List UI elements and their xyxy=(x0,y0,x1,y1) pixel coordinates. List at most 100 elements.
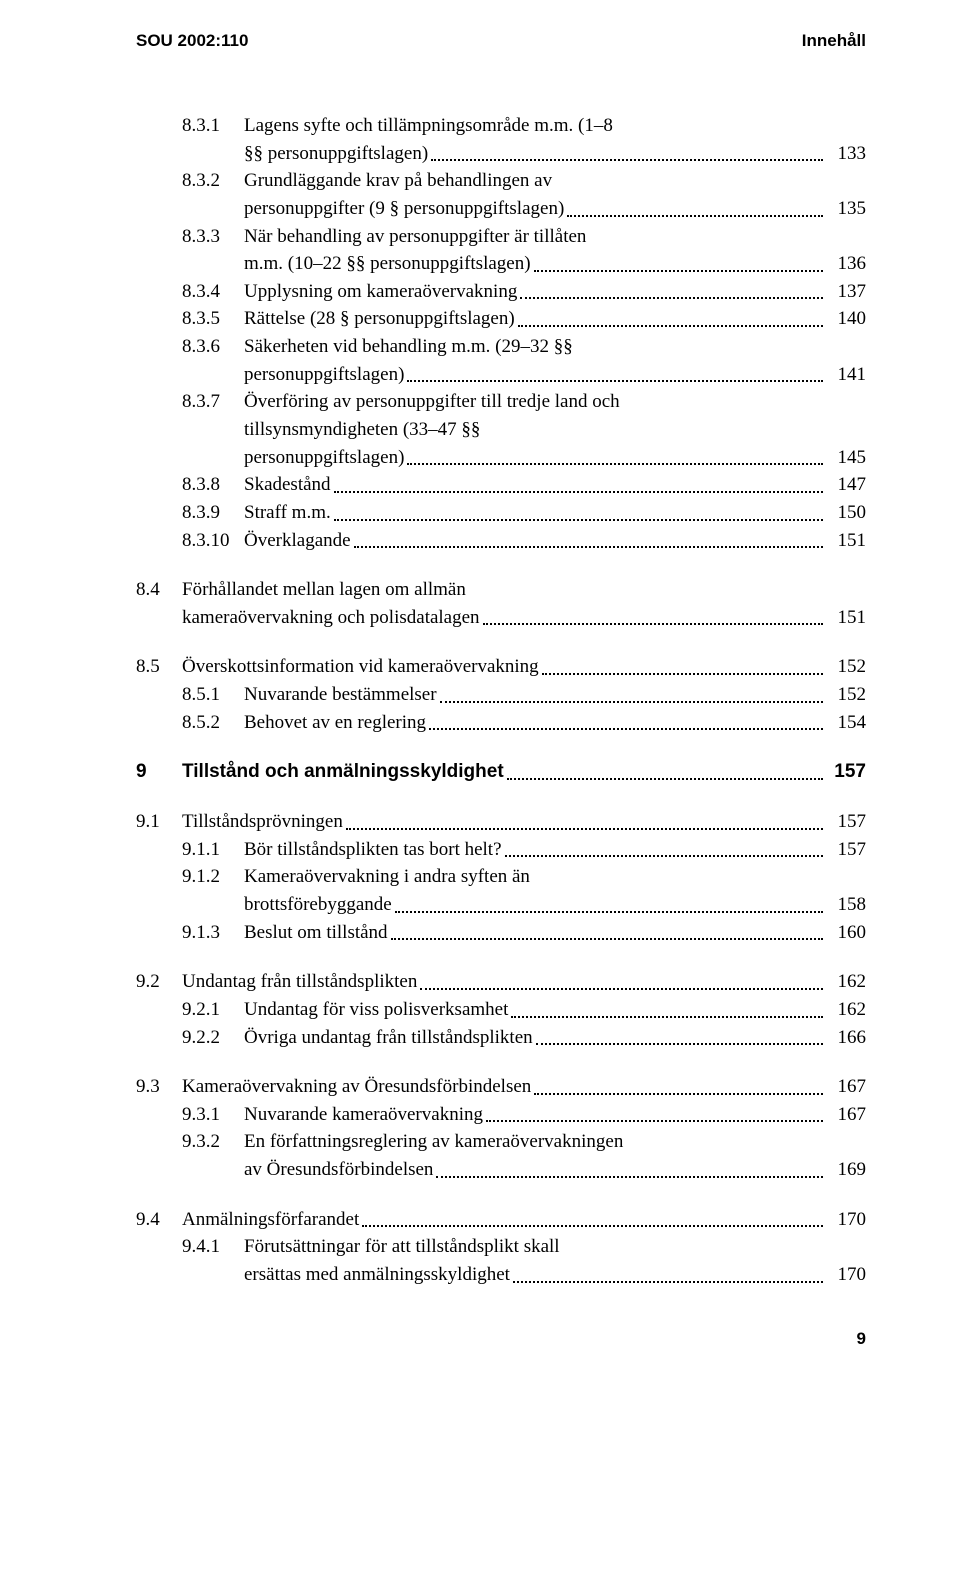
toc-page: 166 xyxy=(826,1025,866,1051)
table-of-contents: 8.3.1Lagens syfte och tillämpningsområde… xyxy=(136,113,866,1288)
toc-entry: 8.3.4Upplysning om kameraövervakning137 xyxy=(136,279,866,305)
toc-page: 136 xyxy=(826,251,866,277)
toc-leader-dots xyxy=(536,1042,823,1045)
toc-row: 9.3.1Nuvarande kameraövervakning167 xyxy=(136,1102,866,1128)
toc-page: 157 xyxy=(826,809,866,835)
toc-label: Straff m.m. xyxy=(244,500,331,526)
toc-leader-dots xyxy=(518,324,823,327)
toc-entry: 8.3.7Överföring av personuppgifter till … xyxy=(136,389,866,470)
toc-number: 8.5.2 xyxy=(136,710,244,736)
toc-label: Undantag för viss polisverksamhet xyxy=(244,997,508,1023)
toc-row: kameraövervakning och polisdatalagen151 xyxy=(136,605,866,631)
toc-entry: 8.3.9Straff m.m.150 xyxy=(136,500,866,526)
toc-row: 8.3.1Lagens syfte och tillämpningsområde… xyxy=(136,113,866,139)
toc-label: Lagens syfte och tillämpningsområde m.m.… xyxy=(244,113,613,139)
toc-leader-dots xyxy=(567,214,823,217)
toc-page: 137 xyxy=(826,279,866,305)
toc-leader-dots xyxy=(436,1175,823,1178)
page-number: 9 xyxy=(136,1328,866,1351)
toc-leader-dots xyxy=(407,379,823,382)
toc-leader-dots xyxy=(420,987,823,990)
toc-row: 9.3.2En författningsreglering av kameraö… xyxy=(136,1129,866,1155)
toc-entry: 9.1.1Bör tillståndsplikten tas bort helt… xyxy=(136,837,866,863)
toc-row: 9.2.2Övriga undantag från tillståndsplik… xyxy=(136,1025,866,1051)
toc-entry: 8.5.2Behovet av en reglering 154 xyxy=(136,710,866,736)
toc-page: 147 xyxy=(826,472,866,498)
toc-leader-dots xyxy=(440,700,823,703)
toc-row: 8.4Förhållandet mellan lagen om allmän xyxy=(136,577,866,603)
toc-entry: 9.3.2En författningsreglering av kameraö… xyxy=(136,1129,866,1182)
toc-entry: 9.1.2Kameraövervakning i andra syften än… xyxy=(136,864,866,917)
toc-row: 8.5.1Nuvarande bestämmelser152 xyxy=(136,682,866,708)
toc-row: 8.3.6Säkerheten vid behandling m.m. (29–… xyxy=(136,334,866,360)
toc-row: personuppgifter (9 § personuppgiftslagen… xyxy=(136,196,866,222)
toc-row: 9.1.1Bör tillståndsplikten tas bort helt… xyxy=(136,837,866,863)
toc-leader-dots xyxy=(513,1280,823,1283)
toc-row: 9.4Anmälningsförfarandet170 xyxy=(136,1207,866,1233)
toc-label: Tillståndsprövningen xyxy=(182,809,343,835)
toc-label-continuation: personuppgifter (9 § personuppgiftslagen… xyxy=(136,196,564,222)
toc-row: 9.1.2Kameraövervakning i andra syften än xyxy=(136,864,866,890)
toc-entry: 9.1Tillståndsprövningen 157 xyxy=(136,809,866,835)
toc-row: 8.5Överskottsinformation vid kameraöverv… xyxy=(136,654,866,680)
toc-number: 8.3.2 xyxy=(136,168,244,194)
toc-page: 154 xyxy=(826,710,866,736)
toc-page: 167 xyxy=(826,1074,866,1100)
toc-number: 8.3.7 xyxy=(136,389,244,415)
toc-leader-dots xyxy=(362,1224,823,1227)
toc-entry: 9.3Kameraövervakning av Öresundsförbinde… xyxy=(136,1074,866,1100)
toc-label: Behovet av en reglering xyxy=(244,710,426,736)
toc-label-continuation: ersättas med anmälningsskyldighet xyxy=(136,1262,510,1288)
toc-label: Nuvarande bestämmelser xyxy=(244,682,437,708)
toc-number: 9.4 xyxy=(136,1207,182,1233)
toc-row: 8.3.3När behandling av personuppgifter ä… xyxy=(136,224,866,250)
toc-page: 162 xyxy=(826,997,866,1023)
toc-leader-dots xyxy=(520,296,823,299)
toc-row: 9.1Tillståndsprövningen 157 xyxy=(136,809,866,835)
toc-page: 160 xyxy=(826,920,866,946)
toc-row: 8.3.10Överklagande151 xyxy=(136,528,866,554)
toc-page: 151 xyxy=(826,528,866,554)
toc-page: 135 xyxy=(826,196,866,222)
toc-page: 167 xyxy=(826,1102,866,1128)
toc-row: 8.3.4Upplysning om kameraövervakning137 xyxy=(136,279,866,305)
toc-number: 9.1 xyxy=(136,809,182,835)
toc-label-continuation: m.m. (10–22 §§ personuppgiftslagen) xyxy=(136,251,531,277)
toc-leader-dots xyxy=(486,1119,823,1122)
toc-row: tillsynsmyndigheten (33–47 §§ xyxy=(136,417,866,443)
toc-entry: 8.3.8Skadestånd147 xyxy=(136,472,866,498)
toc-leader-dots xyxy=(534,1092,823,1095)
toc-label-continuation: §§ personuppgiftslagen) xyxy=(136,141,428,167)
toc-leader-dots xyxy=(334,490,823,493)
toc-entry: 9.4Anmälningsförfarandet170 xyxy=(136,1207,866,1233)
toc-number: 9.2.1 xyxy=(136,997,244,1023)
toc-number: 8.3.3 xyxy=(136,224,244,250)
header-left: SOU 2002:110 xyxy=(136,30,248,53)
toc-entry: 8.5Överskottsinformation vid kameraöverv… xyxy=(136,654,866,680)
toc-label: Förhållandet mellan lagen om allmän xyxy=(182,577,466,603)
toc-row: 9Tillstånd och anmälningsskyldighet157 xyxy=(136,759,866,785)
toc-row: 9.4.1Förutsättningar för att tillståndsp… xyxy=(136,1234,866,1260)
toc-entry: 8.3.5Rättelse (28 § personuppgiftslagen)… xyxy=(136,306,866,332)
toc-label: Kameraövervakning i andra syften än xyxy=(244,864,530,890)
toc-entry: 8.3.3När behandling av personuppgifter ä… xyxy=(136,224,866,277)
toc-number: 8.3.1 xyxy=(136,113,244,139)
toc-number: 8.3.8 xyxy=(136,472,244,498)
toc-entry: 9.4.1Förutsättningar för att tillståndsp… xyxy=(136,1234,866,1287)
toc-label: Övriga undantag från tillståndsplikten xyxy=(244,1025,533,1051)
toc-page: 145 xyxy=(826,445,866,471)
running-header: SOU 2002:110 Innehåll xyxy=(136,30,866,53)
toc-entry: 9.2.1Undantag för viss polisverksamhet 16… xyxy=(136,997,866,1023)
toc-page: 157 xyxy=(826,837,866,863)
toc-row: §§ personuppgiftslagen)133 xyxy=(136,141,866,167)
toc-label: Grundläggande krav på behandlingen av xyxy=(244,168,552,194)
toc-row: 8.3.9Straff m.m.150 xyxy=(136,500,866,526)
toc-number: 9.3.1 xyxy=(136,1102,244,1128)
toc-row: personuppgiftslagen)145 xyxy=(136,445,866,471)
toc-label: Undantag från tillståndsplikten xyxy=(182,969,417,995)
toc-number: 9.3 xyxy=(136,1074,182,1100)
toc-page: 140 xyxy=(826,306,866,332)
toc-row: av Öresundsförbindelsen169 xyxy=(136,1157,866,1183)
toc-label: Bör tillståndsplikten tas bort helt? xyxy=(244,837,502,863)
toc-number: 9.2 xyxy=(136,969,182,995)
